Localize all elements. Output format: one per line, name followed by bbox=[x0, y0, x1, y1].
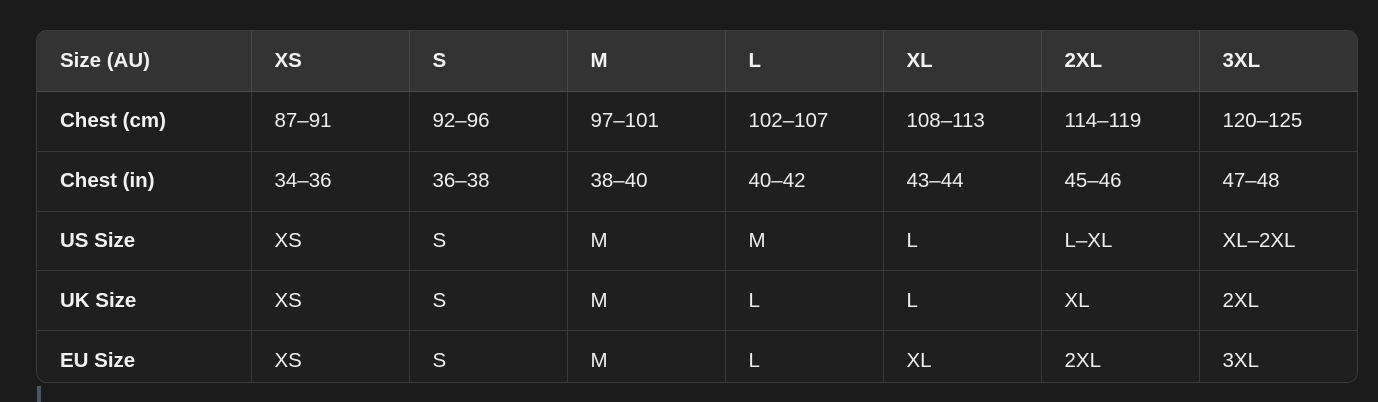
table-cell: 2XL bbox=[1041, 330, 1200, 382]
table-cell: L bbox=[725, 270, 884, 332]
table-row: EU Size XS S M L XL 2XL 3XL bbox=[37, 330, 1357, 382]
table-cell: 102–107 bbox=[725, 91, 884, 152]
table-header-row: Size (AU) XS S M L XL 2XL 3XL bbox=[37, 31, 1357, 92]
table-cell: XS bbox=[251, 330, 410, 382]
table-cell: 3XL bbox=[1199, 330, 1357, 382]
table-cell: XL–2XL bbox=[1199, 211, 1357, 272]
table-cell: L bbox=[883, 211, 1042, 272]
table-cell: 92–96 bbox=[409, 91, 568, 152]
size-chart-table: Size (AU) XS S M L XL 2XL 3XL Chest (cm)… bbox=[37, 31, 1357, 382]
row-label-chest-cm: Chest (cm) bbox=[37, 91, 252, 152]
column-header-xs: XS bbox=[251, 31, 410, 92]
column-header-xl: XL bbox=[883, 31, 1042, 92]
table-cell: M bbox=[567, 270, 726, 332]
table-cell: XS bbox=[251, 211, 410, 272]
table-cell: 97–101 bbox=[567, 91, 726, 152]
table-row: Chest (in) 34–36 36–38 38–40 40–42 43–44… bbox=[37, 151, 1357, 212]
size-chart-table-container: Size (AU) XS S M L XL 2XL 3XL Chest (cm)… bbox=[36, 30, 1358, 383]
table-cell: L bbox=[725, 330, 884, 382]
table-cell: 2XL bbox=[1199, 270, 1357, 332]
column-header-l: L bbox=[725, 31, 884, 92]
table-body: Chest (cm) 87–91 92–96 97–101 102–107 10… bbox=[37, 91, 1357, 382]
table-cell: 34–36 bbox=[251, 151, 410, 212]
table-cell: S bbox=[409, 330, 568, 382]
table-cell: M bbox=[725, 211, 884, 272]
row-label-uk-size: UK Size bbox=[37, 270, 252, 332]
table-cell: 108–113 bbox=[883, 91, 1042, 152]
table-row: US Size XS S M M L L–XL XL–2XL bbox=[37, 211, 1357, 272]
table-cell: 47–48 bbox=[1199, 151, 1357, 212]
table-row: Chest (cm) 87–91 92–96 97–101 102–107 10… bbox=[37, 91, 1357, 152]
table-cell: 38–40 bbox=[567, 151, 726, 212]
row-label-us-size: US Size bbox=[37, 211, 252, 272]
table-cell: 114–119 bbox=[1041, 91, 1200, 152]
column-header-3xl: 3XL bbox=[1199, 31, 1357, 92]
table-header: Size (AU) XS S M L XL 2XL 3XL bbox=[37, 31, 1357, 92]
table-cell: 120–125 bbox=[1199, 91, 1357, 152]
table-cell: 36–38 bbox=[409, 151, 568, 212]
table-cell: L–XL bbox=[1041, 211, 1200, 272]
table-cell: 40–42 bbox=[725, 151, 884, 212]
table-cell: M bbox=[567, 330, 726, 382]
table-cell: S bbox=[409, 211, 568, 272]
column-header-s: S bbox=[409, 31, 568, 92]
table-cell: M bbox=[567, 211, 726, 272]
table-cell: XS bbox=[251, 270, 410, 332]
table-cell: 87–91 bbox=[251, 91, 410, 152]
table-cell: S bbox=[409, 270, 568, 332]
row-label-chest-in: Chest (in) bbox=[37, 151, 252, 212]
table-cell: L bbox=[883, 270, 1042, 332]
column-header-m: M bbox=[567, 31, 726, 92]
table-row: UK Size XS S M L L XL 2XL bbox=[37, 270, 1357, 332]
column-header-2xl: 2XL bbox=[1041, 31, 1200, 92]
row-label-eu-size: EU Size bbox=[37, 330, 252, 382]
table-cell: XL bbox=[883, 330, 1042, 382]
text-cursor-caret[interactable] bbox=[37, 386, 41, 402]
column-header-size-au: Size (AU) bbox=[37, 31, 252, 92]
table-cell: 45–46 bbox=[1041, 151, 1200, 212]
table-cell: 43–44 bbox=[883, 151, 1042, 212]
table-cell: XL bbox=[1041, 270, 1200, 332]
